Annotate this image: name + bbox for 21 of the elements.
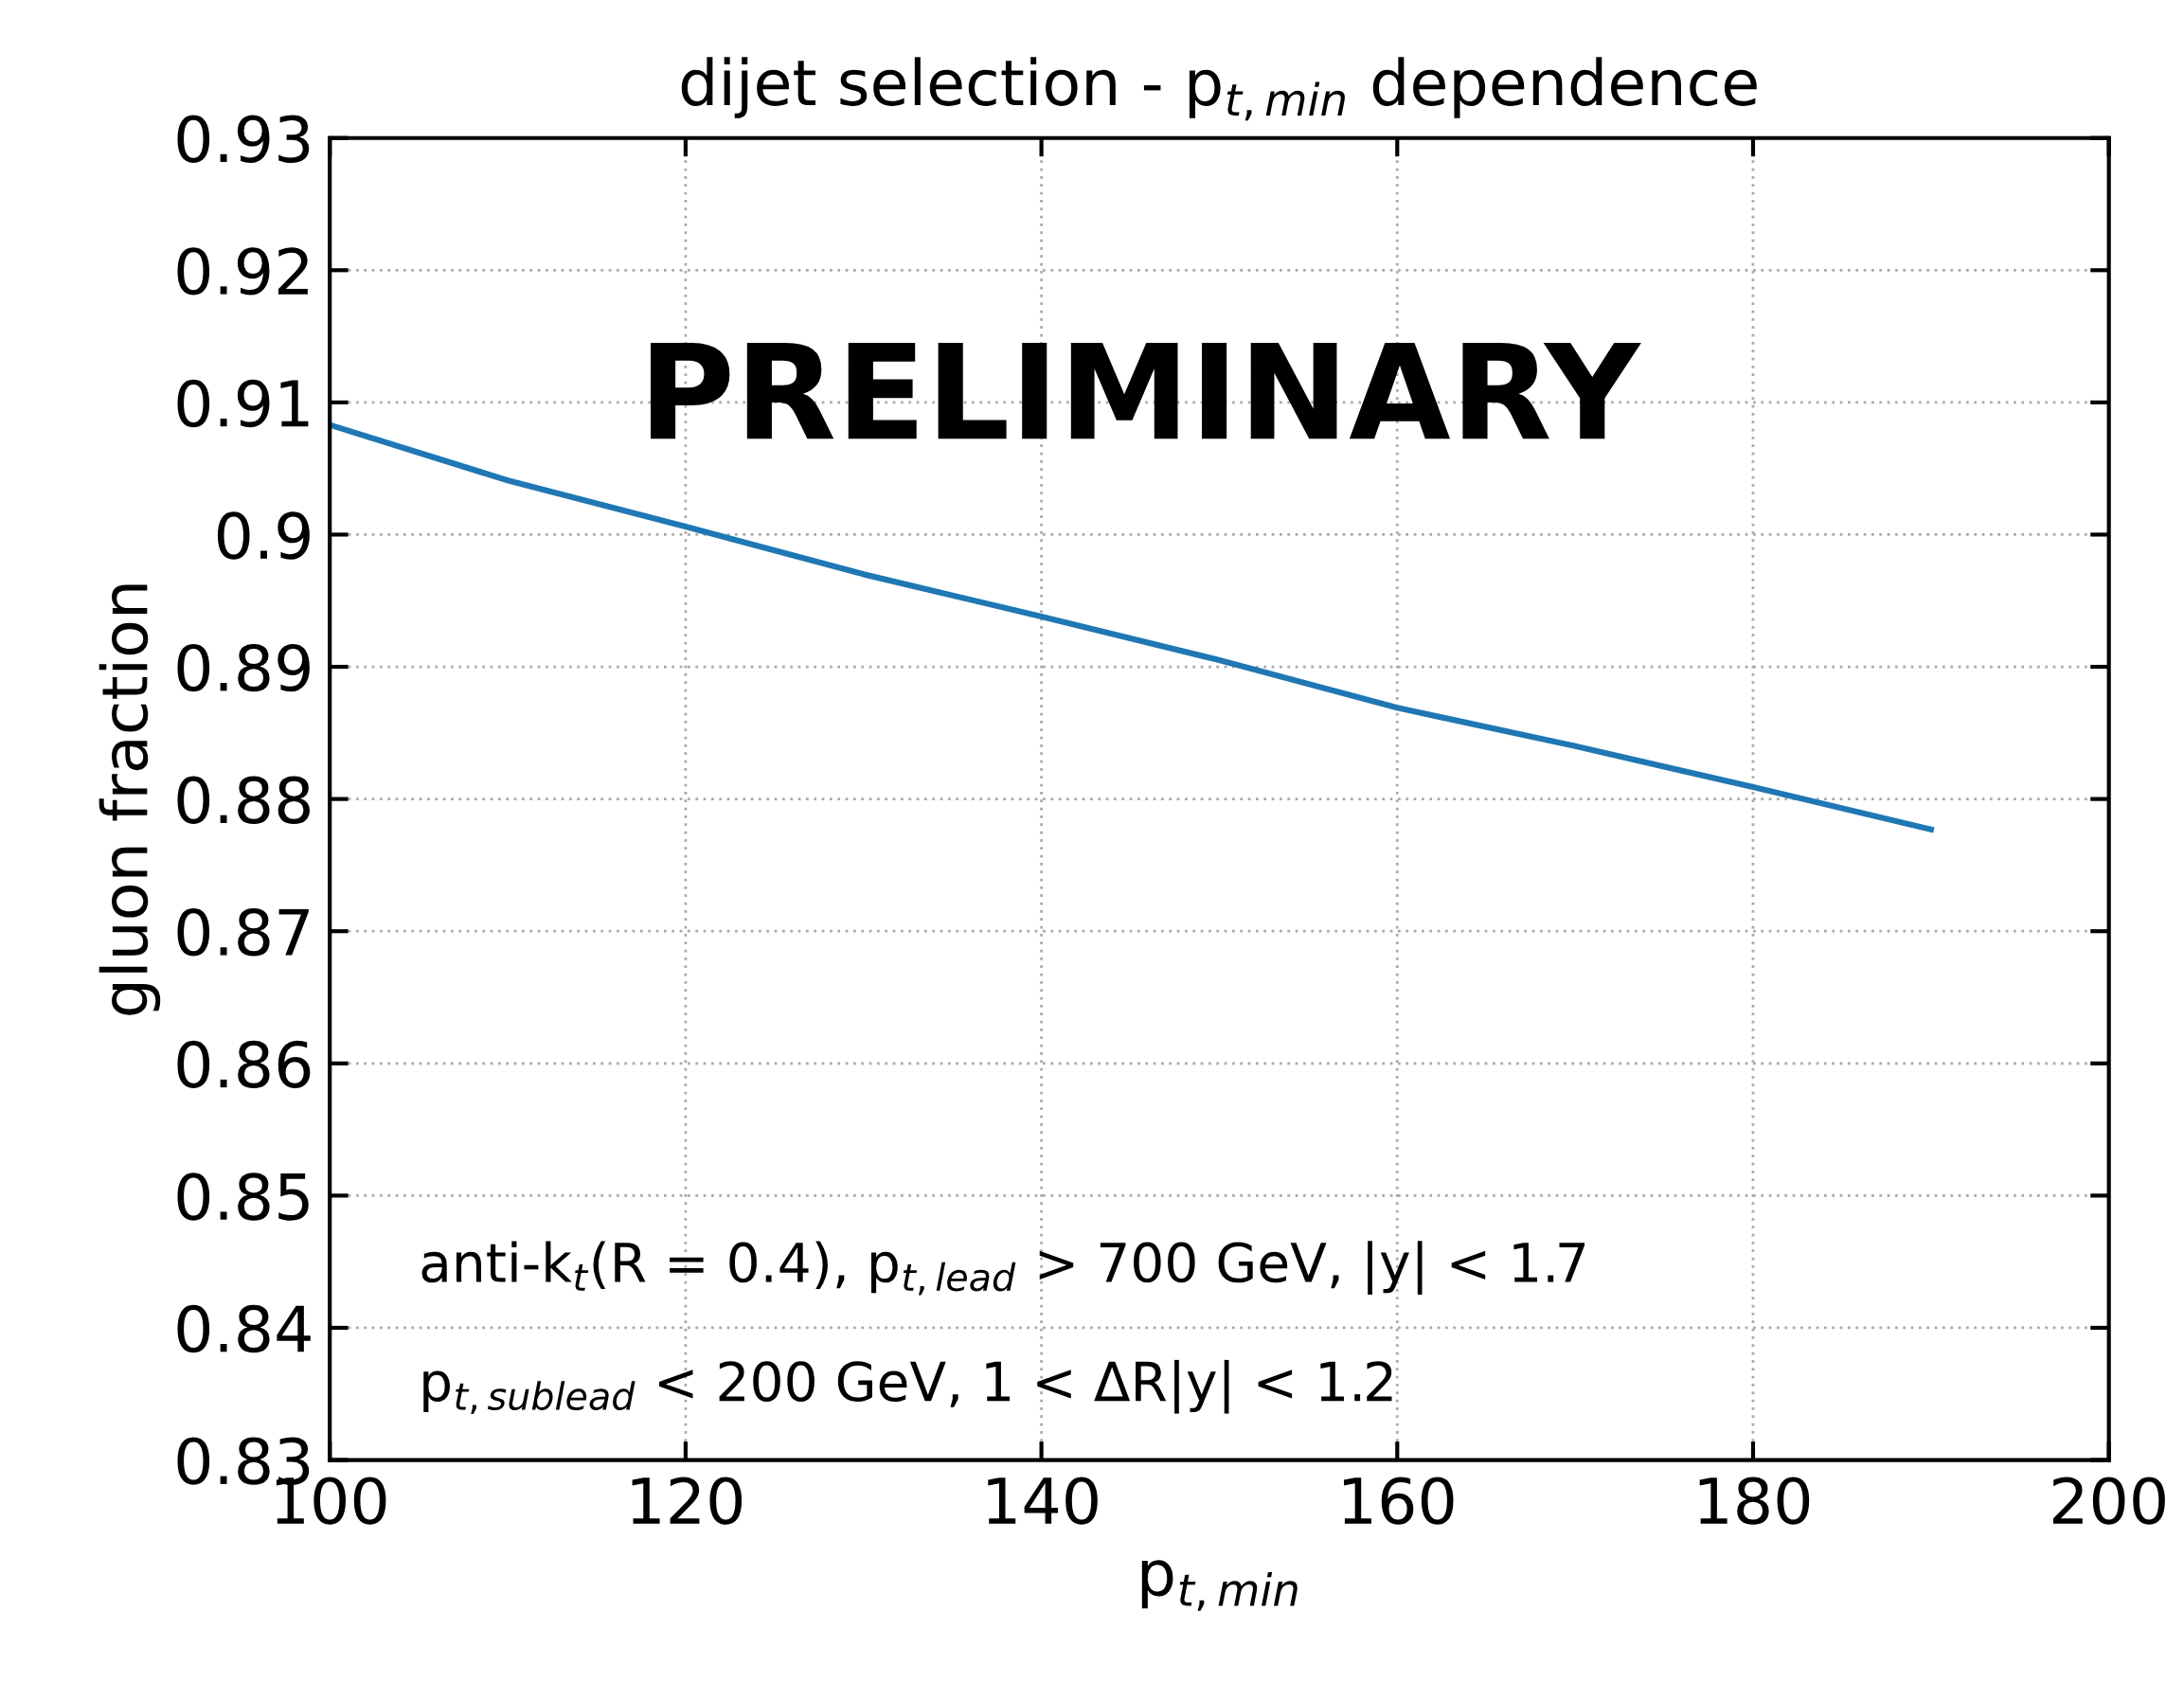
y-axis-title: gluon fraction <box>98 584 161 1015</box>
y-tick-label: 0.85 <box>177 1173 309 1221</box>
x-tick-label: 120 <box>632 1477 743 1525</box>
x-tick-label: 200 <box>2052 1477 2165 1525</box>
annotation: PRELIMINARY <box>651 342 1641 439</box>
y-tick-label: 0.91 <box>177 379 309 428</box>
chart-title: dijet selection - p$_{t,min}$ dependence <box>681 57 1757 121</box>
annotation: anti-k$_{t}$(R = 0.4), p$_{t,lead}$ > 700 GeV, |y| < 1.7 <box>421 1241 1585 1296</box>
y-tick-label: 0.87 <box>177 908 309 957</box>
x-tick-label: 160 <box>1343 1477 1454 1525</box>
x-tick-label: 180 <box>1699 1477 1810 1525</box>
y-tick-label: 0.9 <box>217 511 310 560</box>
x-axis-title: p$_{t,min}$ <box>1141 1560 1298 1611</box>
y-tick-label: 0.89 <box>177 643 310 692</box>
y-tick-label: 0.93 <box>177 115 310 163</box>
x-tick-label: 140 <box>988 1477 1098 1525</box>
y-tick-label: 0.84 <box>177 1304 311 1353</box>
annotation: p$_{t,sublead}$ < 200 GeV, 1 < ΔR|y| < 1.2 <box>423 1359 1392 1415</box>
y-tick-label: 0.88 <box>177 776 310 824</box>
y-tick-label: 0.92 <box>177 247 308 295</box>
y-tick-label: 0.86 <box>177 1040 311 1089</box>
